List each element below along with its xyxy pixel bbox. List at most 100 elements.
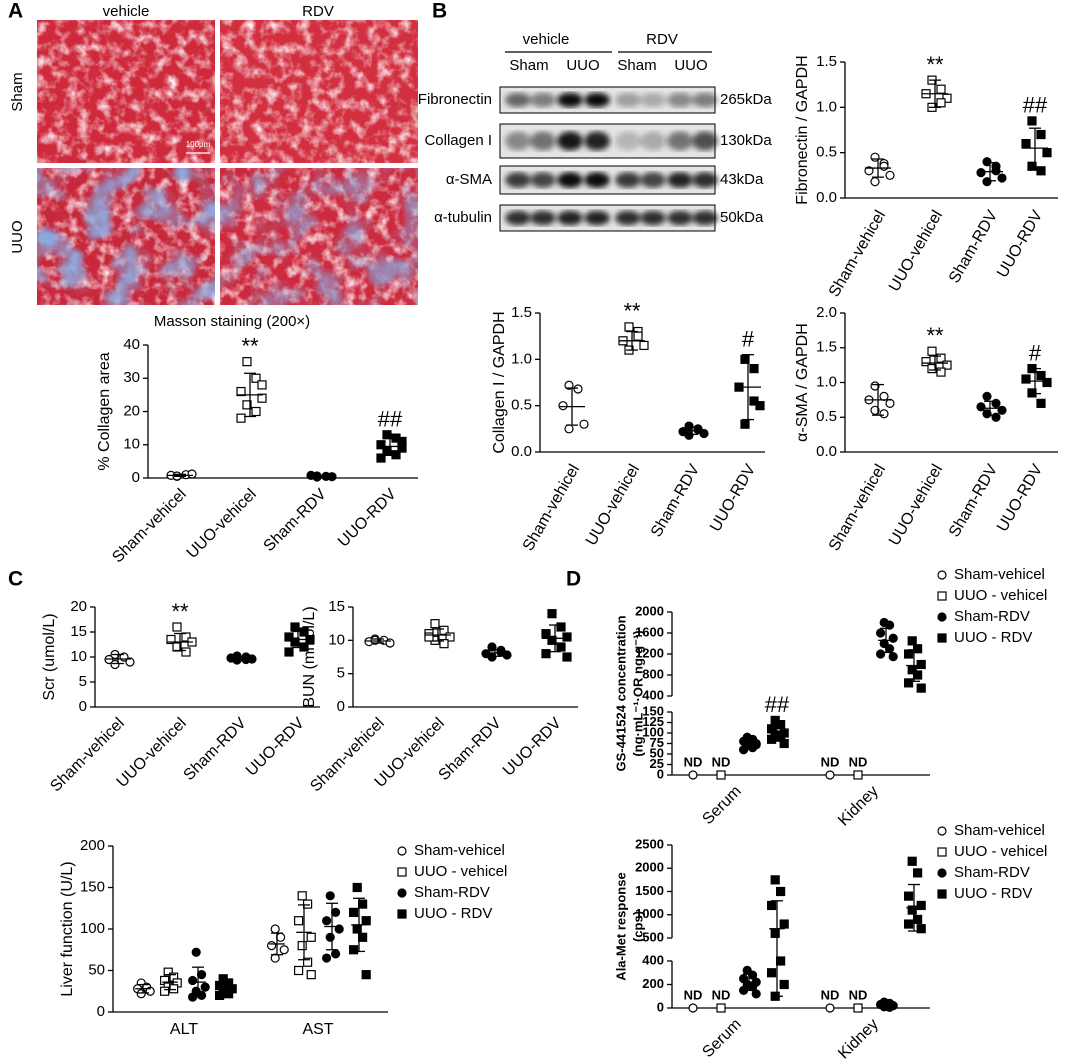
y-tick-label: 200 <box>642 976 664 991</box>
blot-band <box>692 92 718 108</box>
data-point <box>912 644 923 654</box>
blot-band <box>530 210 556 226</box>
data-point <box>191 947 201 957</box>
y-tick-label: 30 <box>123 369 140 386</box>
data-point <box>166 634 176 645</box>
data-point <box>251 373 261 383</box>
data-point <box>888 652 898 662</box>
y-tick-label: 0 <box>657 999 664 1014</box>
data-point <box>738 745 749 755</box>
x-tick-label: Kidney <box>835 783 882 830</box>
data-point <box>870 405 880 415</box>
blot-band <box>640 92 666 108</box>
data-point <box>903 891 914 901</box>
data-point <box>907 856 917 866</box>
data-point <box>125 657 135 667</box>
lane-label: UUO <box>674 57 707 74</box>
data-point <box>284 632 294 642</box>
x-tick-label: UUO-vehicel <box>184 486 260 562</box>
data-point <box>1027 388 1037 398</box>
x-tick-label: UUO-vehicel <box>886 462 946 549</box>
data-point <box>110 659 120 670</box>
x-tick-label: UUO-vehicel <box>886 208 946 295</box>
data-point <box>242 357 252 367</box>
data-point <box>358 932 368 942</box>
data-label: ND <box>821 754 840 769</box>
y-tick-label: 2000 <box>635 860 664 875</box>
y-tick-label: 1000 <box>635 906 664 921</box>
data-point <box>297 891 307 901</box>
data-point <box>294 965 304 976</box>
x-tick-label: Sham-RDV <box>946 461 1001 540</box>
data-point <box>331 949 341 959</box>
y-tick-label: 10 <box>70 648 87 665</box>
data-point <box>1036 398 1046 408</box>
blot-band <box>530 131 556 151</box>
data-point <box>936 84 946 94</box>
data-point <box>912 670 923 680</box>
data-point <box>775 956 786 966</box>
data-point <box>487 642 497 652</box>
data-point <box>991 412 1001 422</box>
protein-label: α-tubulin <box>434 209 492 226</box>
data-point <box>397 436 407 447</box>
data-point <box>976 168 986 178</box>
legend-marker <box>397 888 407 898</box>
data-point <box>740 419 750 429</box>
data-point <box>290 637 300 647</box>
data-point <box>888 633 898 643</box>
data-point <box>251 406 261 417</box>
data-point <box>290 622 300 632</box>
legend-label: Sham-RDV <box>414 884 490 901</box>
data-point <box>562 632 572 642</box>
x-tick-label: Serum <box>699 783 744 828</box>
data-point <box>358 899 368 909</box>
data-point <box>331 907 341 918</box>
x-tick-label: Sham-vehicel <box>826 462 889 554</box>
size-label: 43kDa <box>720 171 764 188</box>
y-tick-label: 800 <box>642 666 664 681</box>
data-point <box>430 619 440 629</box>
data-point <box>916 924 926 934</box>
data-point <box>215 990 225 1001</box>
y-tick-label: 50 <box>88 961 105 978</box>
x-tick-label: UUO-RDV <box>243 715 308 780</box>
y-axis-label: GS-441524 concentration <box>613 615 628 771</box>
data-point <box>936 367 946 377</box>
data-point <box>907 636 917 646</box>
x-tick-label: UUO-RDV <box>994 461 1046 534</box>
data-point <box>541 629 551 639</box>
data-point <box>562 652 572 662</box>
data-point <box>982 157 992 167</box>
blot-band <box>667 131 693 151</box>
data-point <box>921 357 931 367</box>
y-tick-label: 100 <box>80 920 105 937</box>
data-point <box>885 170 895 180</box>
data-point <box>976 402 986 412</box>
data-point <box>445 632 455 642</box>
data-point <box>564 424 574 434</box>
data-point <box>870 177 880 187</box>
x-tick-label: ALT <box>170 1021 198 1038</box>
x-tick-label: Sham-RDV <box>436 715 505 784</box>
data-point <box>160 986 170 996</box>
data-point <box>187 469 197 479</box>
data-point <box>766 734 777 744</box>
legend-marker <box>937 591 947 601</box>
y-tick-label: 150 <box>642 703 664 718</box>
y-tick-label: 50 <box>650 745 664 760</box>
data-point <box>370 635 380 645</box>
y-axis-label: BUN (mmol/L) <box>301 606 318 707</box>
data-point <box>907 905 917 915</box>
blot-band <box>667 92 693 108</box>
data-point <box>294 916 304 926</box>
data-point <box>136 989 146 999</box>
data-point <box>912 914 923 925</box>
data-label: ND <box>712 754 731 769</box>
y-axis-label: α-SMA / GAPDH <box>794 323 811 442</box>
data-point <box>903 649 914 659</box>
protein-label: α-SMA <box>446 171 492 188</box>
legend-marker <box>937 868 947 878</box>
data-point <box>688 1003 698 1013</box>
data-point <box>916 900 926 911</box>
